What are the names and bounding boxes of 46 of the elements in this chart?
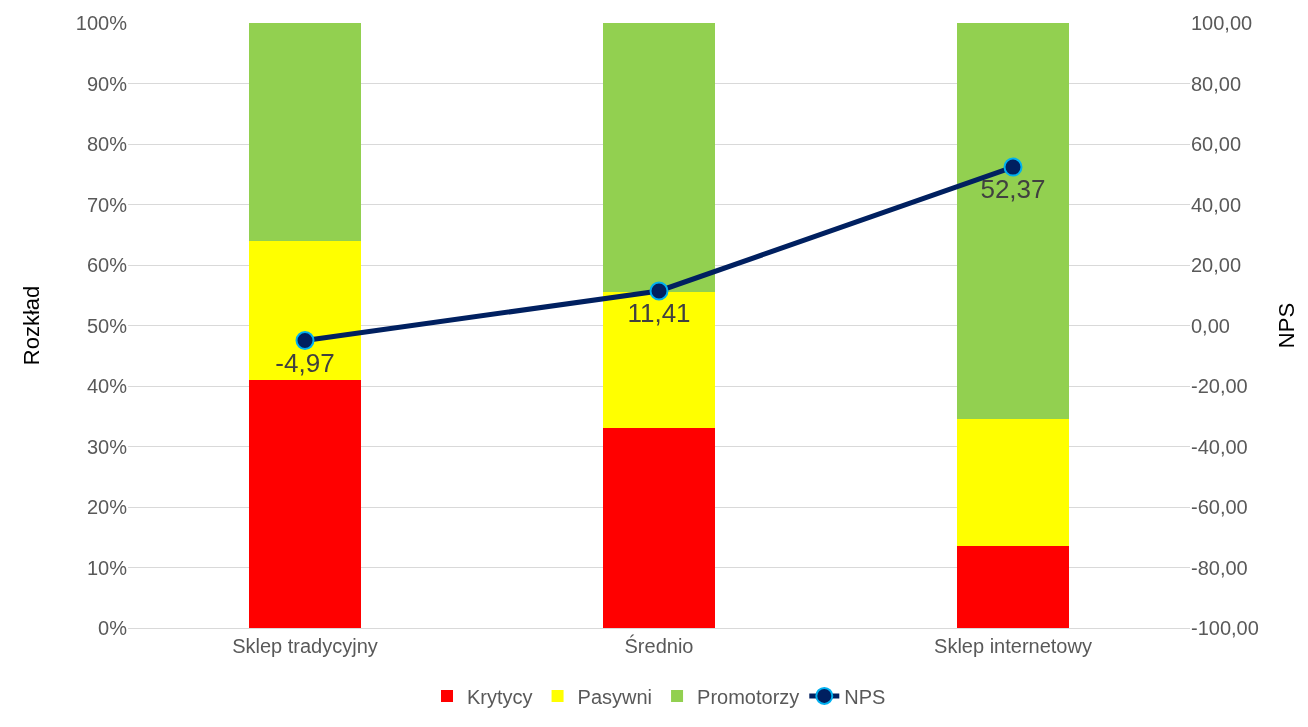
y-tick-label: 30% (86, 435, 128, 458)
y-tick-label: 20% (86, 496, 128, 518)
y-tick-label: 70% (86, 193, 128, 216)
y2-tick-label: 0,00 (1191, 314, 1230, 337)
legend-label: NPS (844, 685, 886, 708)
bar (957, 419, 1069, 547)
legend-label: Promotorzy (697, 685, 800, 708)
x-tick-label: Sklep internetowy (934, 635, 1092, 657)
y2-tick-label: -40,00 (1191, 435, 1248, 458)
point (649, 281, 669, 301)
bar (603, 23, 715, 293)
bar (957, 23, 1069, 420)
x-tick-label: Średnio (624, 634, 694, 657)
x-tick-label: Sklep tradycyjny (232, 635, 378, 657)
y2-tick-label: -80,00 (1191, 556, 1248, 579)
y2-tick-label: 40,00 (1191, 193, 1242, 216)
y2-tick-label: 60,00 (1191, 133, 1242, 155)
bar (249, 379, 361, 628)
bar (603, 428, 715, 628)
y-tick-label: 90% (86, 72, 128, 95)
bar (957, 546, 1069, 628)
y2-axis-title: NPS (1273, 302, 1299, 349)
bar (249, 240, 361, 380)
y2-tick-label: -60,00 (1191, 496, 1248, 518)
y2-tick-label: 20,00 (1191, 254, 1242, 276)
y-tick-label: 0% (98, 617, 128, 639)
data-label: 52,37 (980, 174, 1046, 205)
data-label: -4,97 (275, 347, 335, 378)
y-tick-label: 80% (86, 133, 128, 155)
legend-label: Pasywni (577, 685, 653, 708)
y-tick-label: 100% (75, 12, 128, 34)
y-tick-label: 50% (86, 314, 128, 337)
y-tick-label: 60% (86, 254, 128, 276)
data-label: 11,41 (627, 298, 691, 329)
bar (249, 23, 361, 241)
point (295, 331, 315, 351)
y-tick-label: 10% (86, 556, 128, 579)
y-axis-title: Rozkład (18, 285, 44, 366)
legend-label: Krytycy (467, 685, 533, 708)
y2-tick-label: -100,00 (1191, 617, 1259, 639)
y2-tick-label: -20,00 (1191, 375, 1248, 397)
point (1003, 157, 1023, 177)
y2-tick-label: 80,00 (1191, 72, 1242, 95)
y-tick-label: 40% (86, 375, 128, 397)
bar (603, 292, 715, 429)
y2-tick-label: 100,00 (1191, 12, 1253, 34)
